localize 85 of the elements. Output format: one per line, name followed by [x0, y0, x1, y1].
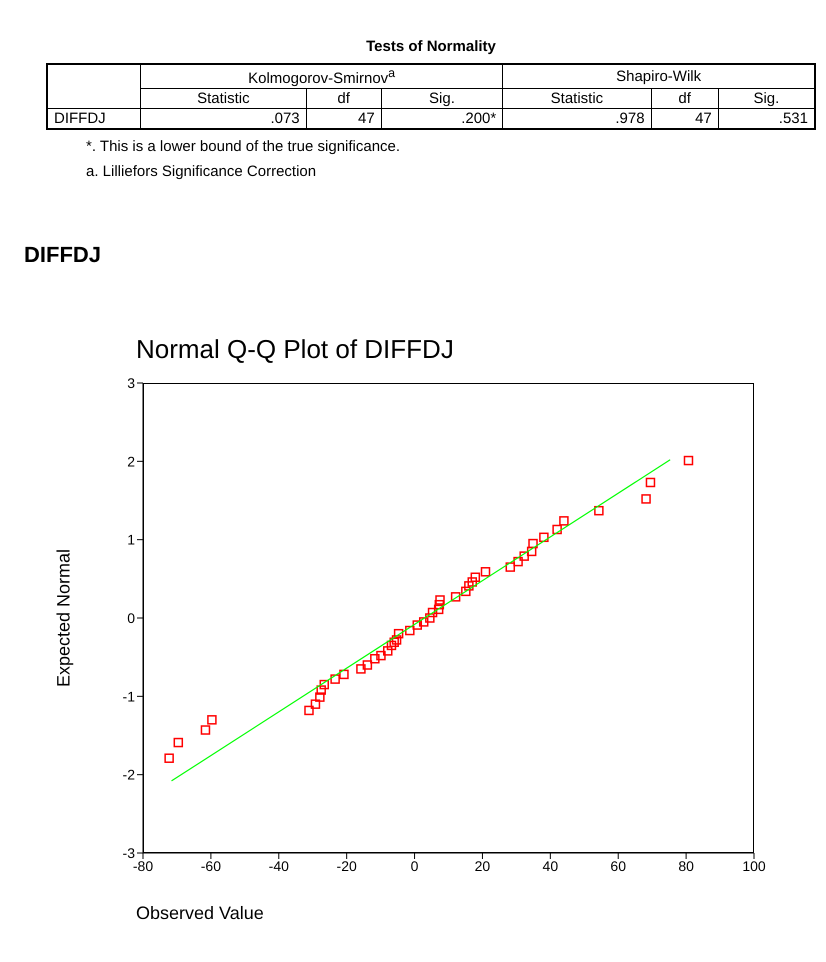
x-tick-label: 60	[610, 858, 626, 874]
point	[339, 670, 349, 680]
point	[434, 604, 444, 614]
x-tick-label: 80	[678, 858, 694, 874]
chart-title: Normal Q-Q Plot of DIFFDJ	[136, 334, 454, 364]
point	[310, 699, 320, 709]
text: *. This is a lower bound of the true significance.	[86, 138, 400, 155]
point	[641, 494, 651, 504]
point	[526, 546, 536, 556]
point	[207, 715, 217, 725]
point	[480, 567, 490, 577]
point	[394, 628, 404, 638]
point	[450, 592, 460, 602]
y-tick-label: -1	[122, 688, 136, 704]
y-tick-label: 0	[127, 610, 136, 626]
point	[370, 654, 380, 664]
text: Kolmogorov-Smirnov$^{a}$	[248, 66, 396, 87]
point	[434, 600, 444, 610]
x-axis-title: Observed Value	[136, 903, 264, 923]
point	[559, 516, 569, 526]
point	[382, 646, 392, 656]
text: .531	[778, 110, 808, 127]
y-tick-label: 1	[127, 532, 136, 548]
text: 47	[695, 110, 712, 127]
chart-subtitle: DIFFDJ	[24, 242, 101, 267]
point	[513, 556, 523, 566]
text: .073	[270, 110, 300, 127]
point	[528, 538, 538, 548]
point	[435, 595, 445, 605]
x-tick-label: -60	[200, 858, 222, 874]
category-label: Sig.	[753, 90, 780, 107]
y-axis-title: Expected Normal	[54, 548, 74, 688]
x-tick-label: 20	[474, 858, 490, 874]
point	[539, 532, 549, 542]
category-label: df	[678, 90, 691, 107]
point	[418, 617, 428, 627]
category-label: Sig.	[429, 90, 455, 107]
x-tick-label: -80	[132, 858, 154, 874]
point	[425, 613, 435, 623]
category-label: df	[337, 90, 350, 107]
x-tick-label: -40	[268, 858, 290, 874]
point	[519, 551, 529, 561]
point	[356, 664, 366, 674]
point	[320, 680, 330, 690]
point	[428, 608, 438, 618]
point	[316, 685, 326, 695]
point	[174, 738, 184, 748]
x-tick-label: -20	[336, 858, 357, 874]
category-label: Statistic	[550, 90, 604, 107]
point	[376, 650, 386, 660]
point	[506, 562, 516, 572]
point	[461, 586, 471, 596]
category-label: DIFFDJ	[54, 110, 106, 127]
point	[470, 572, 480, 582]
point	[392, 635, 402, 645]
x-tick-label: 100	[742, 858, 766, 874]
y-tick-label: -3	[122, 844, 136, 861]
point	[315, 692, 325, 702]
point	[330, 674, 340, 684]
y-tick-label: 2	[127, 453, 136, 470]
text: .200*	[461, 110, 496, 127]
point	[389, 638, 399, 648]
y-tick-label: -2	[122, 766, 136, 783]
text: Shapiro-Wilk	[616, 68, 702, 85]
point	[552, 524, 562, 534]
point	[362, 660, 372, 670]
text: a. Lilliefors Significance Correction	[86, 163, 316, 180]
point	[464, 581, 474, 591]
point	[646, 478, 656, 488]
y-tick-label: 3	[127, 374, 136, 391]
point	[200, 725, 210, 735]
point	[164, 753, 174, 763]
text: Tests of Normality	[366, 38, 496, 55]
point	[412, 620, 422, 630]
text: 47	[358, 110, 375, 127]
point	[594, 506, 604, 516]
point	[468, 577, 478, 587]
point	[386, 640, 396, 650]
category-label: Statistic	[197, 90, 250, 107]
point	[684, 456, 694, 466]
x-tick-label: 0	[410, 858, 419, 874]
text: .978	[615, 110, 645, 127]
x-tick-label: 40	[542, 858, 558, 874]
point	[405, 626, 415, 636]
point	[304, 706, 314, 716]
